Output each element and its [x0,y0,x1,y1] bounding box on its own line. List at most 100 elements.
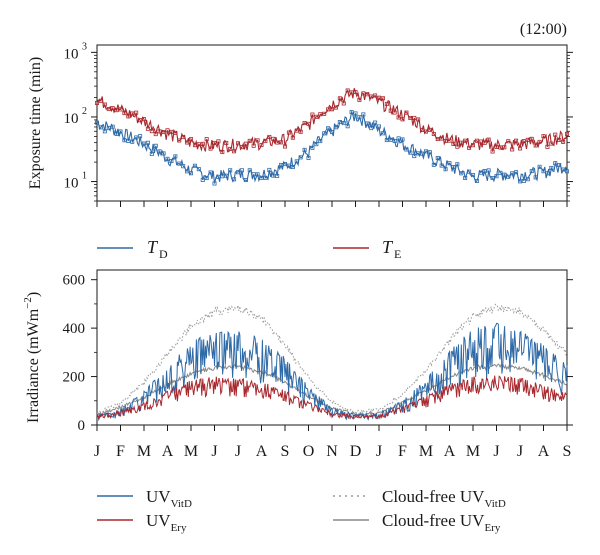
data-point [533,143,538,148]
data-point [185,140,190,145]
legend-label-cf-ery: Cloud-free UVEry [382,511,501,534]
data-point [518,146,523,151]
data-point [208,146,213,151]
data-point [98,98,103,103]
data-point [337,96,342,101]
data-point [102,129,107,134]
bottom-ytick-label: 0 [78,418,86,434]
data-point [298,155,303,160]
data-point [165,128,170,133]
data-point [384,138,389,143]
legend-sub-td: D [159,247,168,261]
data-point [243,141,248,146]
data-point [380,131,385,136]
bottom-xtick-label: S [281,443,290,460]
data-point [130,111,135,116]
data-point [482,140,487,145]
data-point [521,139,526,144]
data-point [537,139,542,144]
bottom-xtick-label: M [466,443,480,460]
bottom-xtick-label: M [184,443,198,460]
data-point [122,111,127,116]
data-point [204,176,209,181]
data-point [192,143,197,148]
data-point [239,145,244,150]
data-point [337,120,342,125]
data-point [145,140,150,145]
data-point [423,129,428,134]
data-point [263,139,268,144]
data-point [326,126,331,131]
data-point [255,172,260,177]
data-point [157,149,162,154]
data-point [326,107,331,112]
data-point [561,139,566,144]
data-point [275,140,280,145]
data-point [439,163,444,168]
data-point [106,107,111,112]
data-point [451,165,456,170]
data-point [228,168,233,173]
data-point [549,141,554,146]
data-point [341,101,346,106]
data-point [439,136,444,141]
top-ytick-exponent: 1 [82,171,87,182]
data-point [518,179,523,184]
data-point [212,140,217,145]
top-legend: T D T E [97,237,401,261]
data-point [318,139,323,144]
data-point [165,156,170,161]
bottom-xtick-label: N [326,443,338,460]
data-point [310,145,315,150]
data-point [126,138,131,143]
data-point [329,130,334,135]
data-point [208,170,213,175]
data-point [478,139,483,144]
data-point [235,141,240,146]
data-point [345,88,350,93]
data-point [114,131,119,136]
data-point [196,167,201,172]
data-point [357,115,362,120]
legend-label-uv-vitd: UVVitD [146,487,192,510]
data-point [396,136,401,141]
data-point [529,169,534,174]
data-point [392,138,397,143]
data-point [138,134,143,139]
data-point [463,138,468,143]
series-t-d [95,110,570,186]
data-point [416,117,421,122]
bottom-legend: UVVitD UVEry Cloud-free UVVitD Cloud-fre… [97,487,506,534]
data-point [447,138,452,143]
data-point [392,110,397,115]
data-point [431,132,436,137]
data-point [228,146,233,151]
data-point [161,130,166,135]
data-point [565,169,570,174]
data-point [388,137,393,142]
data-point [463,175,468,180]
series-uv-ery [96,375,568,421]
data-point [537,164,542,169]
data-point [306,155,311,160]
data-point [314,114,319,119]
data-point [232,177,237,182]
data-point [549,165,554,170]
data-point [435,137,440,142]
data-point [322,111,327,116]
legend-label-uv-ery: UVEry [146,511,187,534]
data-point [173,130,178,135]
data-point [561,167,566,172]
data-point [447,161,452,166]
data-point [376,124,381,129]
data-point [349,90,354,95]
data-point [427,127,432,132]
data-point [243,178,248,183]
data-point [373,120,378,125]
data-point [322,131,327,136]
data-point [494,174,499,179]
data-point [365,121,370,126]
data-point [365,92,370,97]
data-point [361,91,366,96]
